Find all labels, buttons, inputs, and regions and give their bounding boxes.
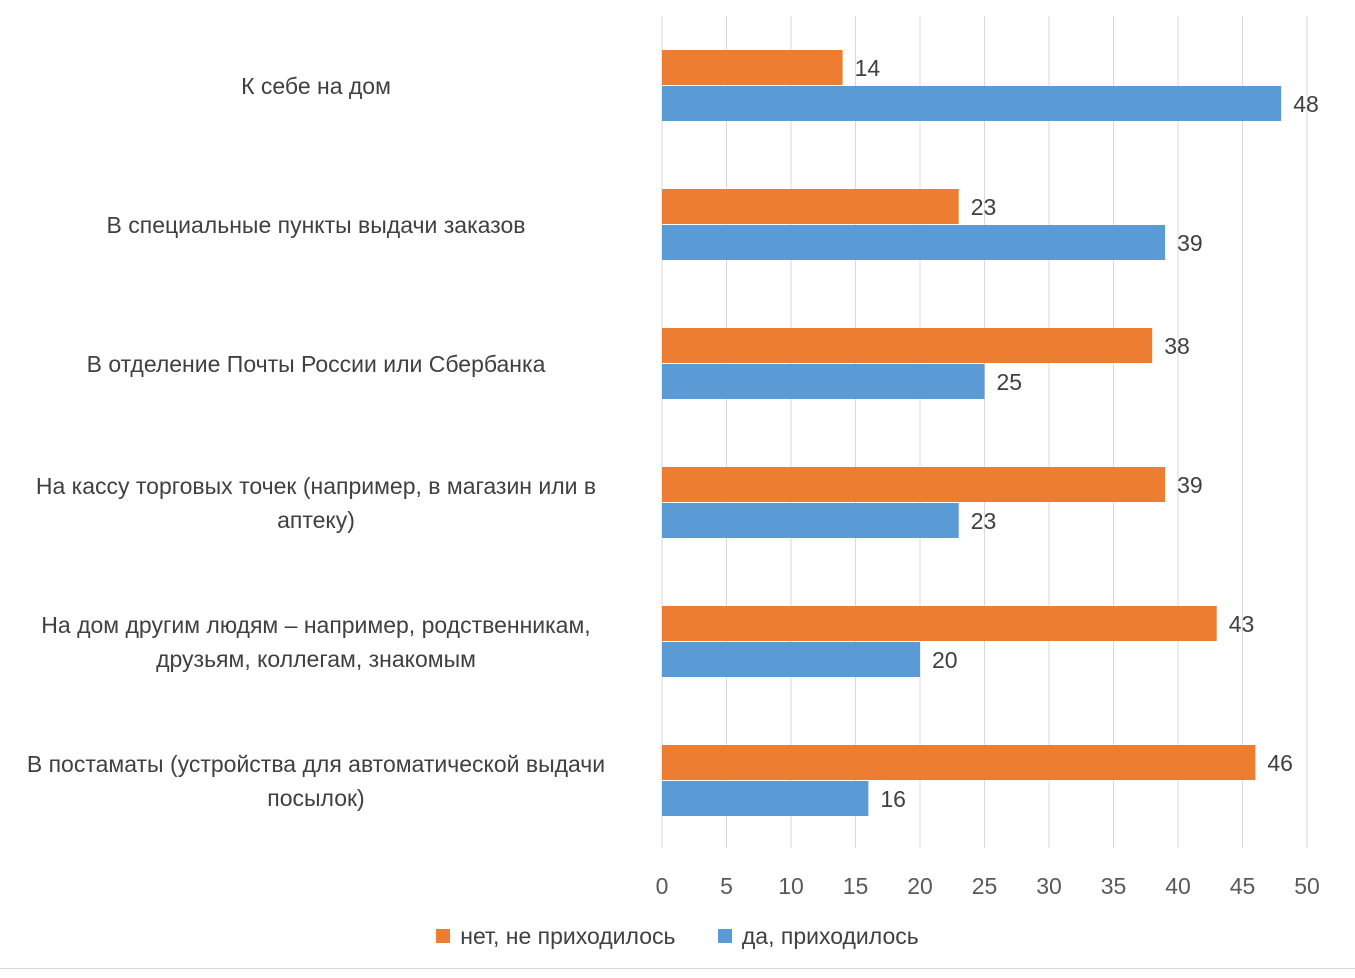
legend: нет, не приходилось да, приходилось (0, 922, 1355, 950)
bar-no-5 (662, 745, 1256, 780)
category-label: К себе на дом (241, 73, 391, 99)
bar-no-0 (662, 50, 843, 85)
bar-yes-4 (662, 642, 920, 677)
bar-yes-1 (662, 225, 1166, 260)
x-tick-label: 5 (720, 873, 733, 899)
x-tick-label: 10 (778, 873, 804, 899)
legend-swatch-yes (717, 929, 732, 943)
data-label: 25 (997, 369, 1023, 395)
data-label: 16 (880, 786, 906, 812)
x-tick-label: 40 (1165, 873, 1191, 899)
data-label: 43 (1229, 611, 1255, 637)
legend-item-no: нет, не приходилось (436, 922, 676, 950)
bar-no-1 (662, 189, 959, 224)
x-tick-label: 35 (1101, 873, 1127, 899)
legend-swatch-no (436, 929, 451, 943)
x-tick-label: 30 (1036, 873, 1062, 899)
category-label: В специальные пункты выдачи заказов (106, 212, 526, 238)
bottom-divider (0, 968, 1355, 969)
x-tick-label: 15 (843, 873, 869, 899)
x-tick-label: 25 (972, 873, 998, 899)
bar-no-3 (662, 467, 1166, 502)
legend-item-yes: да, приходилось (717, 922, 919, 950)
bar-no-2 (662, 328, 1153, 363)
bar-yes-5 (662, 781, 869, 816)
legend-label-no: нет, не приходилось (460, 922, 676, 949)
data-label: 23 (971, 508, 997, 534)
category-label: В постаматы (устройства для автоматическ… (26, 751, 606, 811)
data-label: 23 (971, 194, 997, 220)
x-tick-label: 50 (1294, 873, 1320, 899)
data-label: 14 (855, 55, 881, 81)
data-label: 39 (1177, 230, 1203, 256)
data-label: 46 (1267, 750, 1293, 776)
legend-label-yes: да, приходилось (741, 922, 919, 949)
x-tick-label: 45 (1230, 873, 1256, 899)
bar-yes-2 (662, 364, 985, 399)
bar-yes-0 (662, 86, 1282, 121)
category-label: На кассу торговых точек (например, в маг… (35, 473, 597, 533)
data-label: 39 (1177, 472, 1203, 498)
x-tick-label: 20 (907, 873, 933, 899)
data-label: 48 (1293, 91, 1319, 117)
category-label: В отделение Почты России или Сбербанка (86, 351, 546, 377)
x-tick-label: 0 (656, 873, 669, 899)
category-label: На дом другим людям – например, родствен… (41, 612, 591, 672)
bar-no-4 (662, 606, 1217, 641)
bar-yes-3 (662, 503, 959, 538)
data-label: 38 (1164, 333, 1190, 359)
data-label: 20 (932, 647, 958, 673)
